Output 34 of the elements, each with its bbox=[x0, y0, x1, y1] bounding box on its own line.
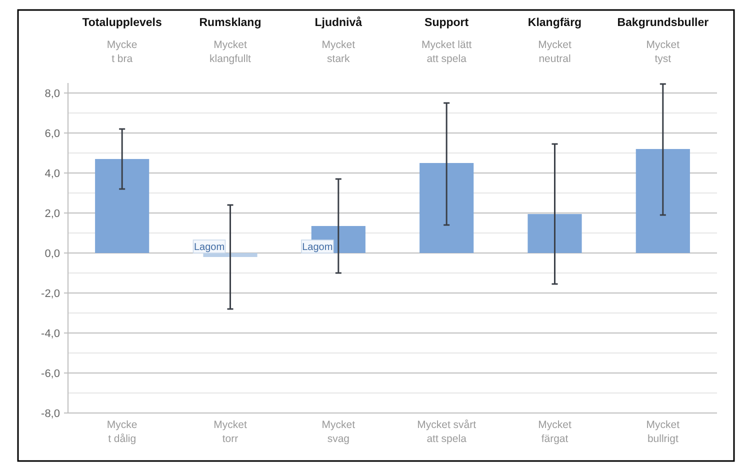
annotation: Lagom bbox=[302, 242, 333, 253]
x-tick-label: Klangfärg bbox=[528, 17, 582, 29]
y-tick-label: 2,0 bbox=[44, 208, 60, 220]
text: Mycket klangfullt bbox=[210, 39, 252, 65]
y-tick-label: -2,0 bbox=[41, 288, 60, 300]
x-tick-label: Bakgrundsbuller bbox=[617, 17, 710, 29]
bar bbox=[95, 159, 150, 253]
x-tick-label: Rumsklang bbox=[199, 17, 262, 29]
text: Mycke t dålig bbox=[106, 419, 138, 445]
text: Mycket stark bbox=[322, 39, 356, 65]
text: Mycket svårt att spela bbox=[417, 419, 476, 445]
bar bbox=[528, 214, 582, 253]
text: Mycket neutral bbox=[538, 39, 572, 65]
y-tick-label: -8,0 bbox=[41, 408, 60, 420]
x-tick-label: Totalupplevels bbox=[82, 17, 162, 29]
bar bbox=[420, 163, 474, 253]
y-tick-label: -4,0 bbox=[41, 328, 60, 340]
text: Mycket torr bbox=[214, 419, 247, 445]
y-tick-label: -6,0 bbox=[41, 368, 60, 380]
y-tick-label: 8,0 bbox=[44, 88, 60, 100]
x-tick-label: Ljudnivå bbox=[314, 16, 363, 29]
text: Mycke t bra bbox=[106, 39, 138, 65]
x-tick-label: Support bbox=[424, 17, 469, 29]
text: Mycket lätt att spela bbox=[421, 39, 472, 65]
text: Mycket tyst bbox=[646, 39, 680, 65]
text: Mycket färgat bbox=[538, 419, 572, 445]
bar bbox=[636, 149, 690, 253]
y-tick-label: 4,0 bbox=[44, 168, 60, 180]
text: Mycket bullrigt bbox=[646, 419, 680, 445]
y-tick-label: 6,0 bbox=[44, 128, 60, 140]
annotation: Lagom bbox=[194, 242, 225, 253]
y-tick-label: 0,0 bbox=[44, 248, 60, 260]
bar bbox=[203, 253, 258, 257]
text: Mycket svag bbox=[322, 419, 356, 445]
